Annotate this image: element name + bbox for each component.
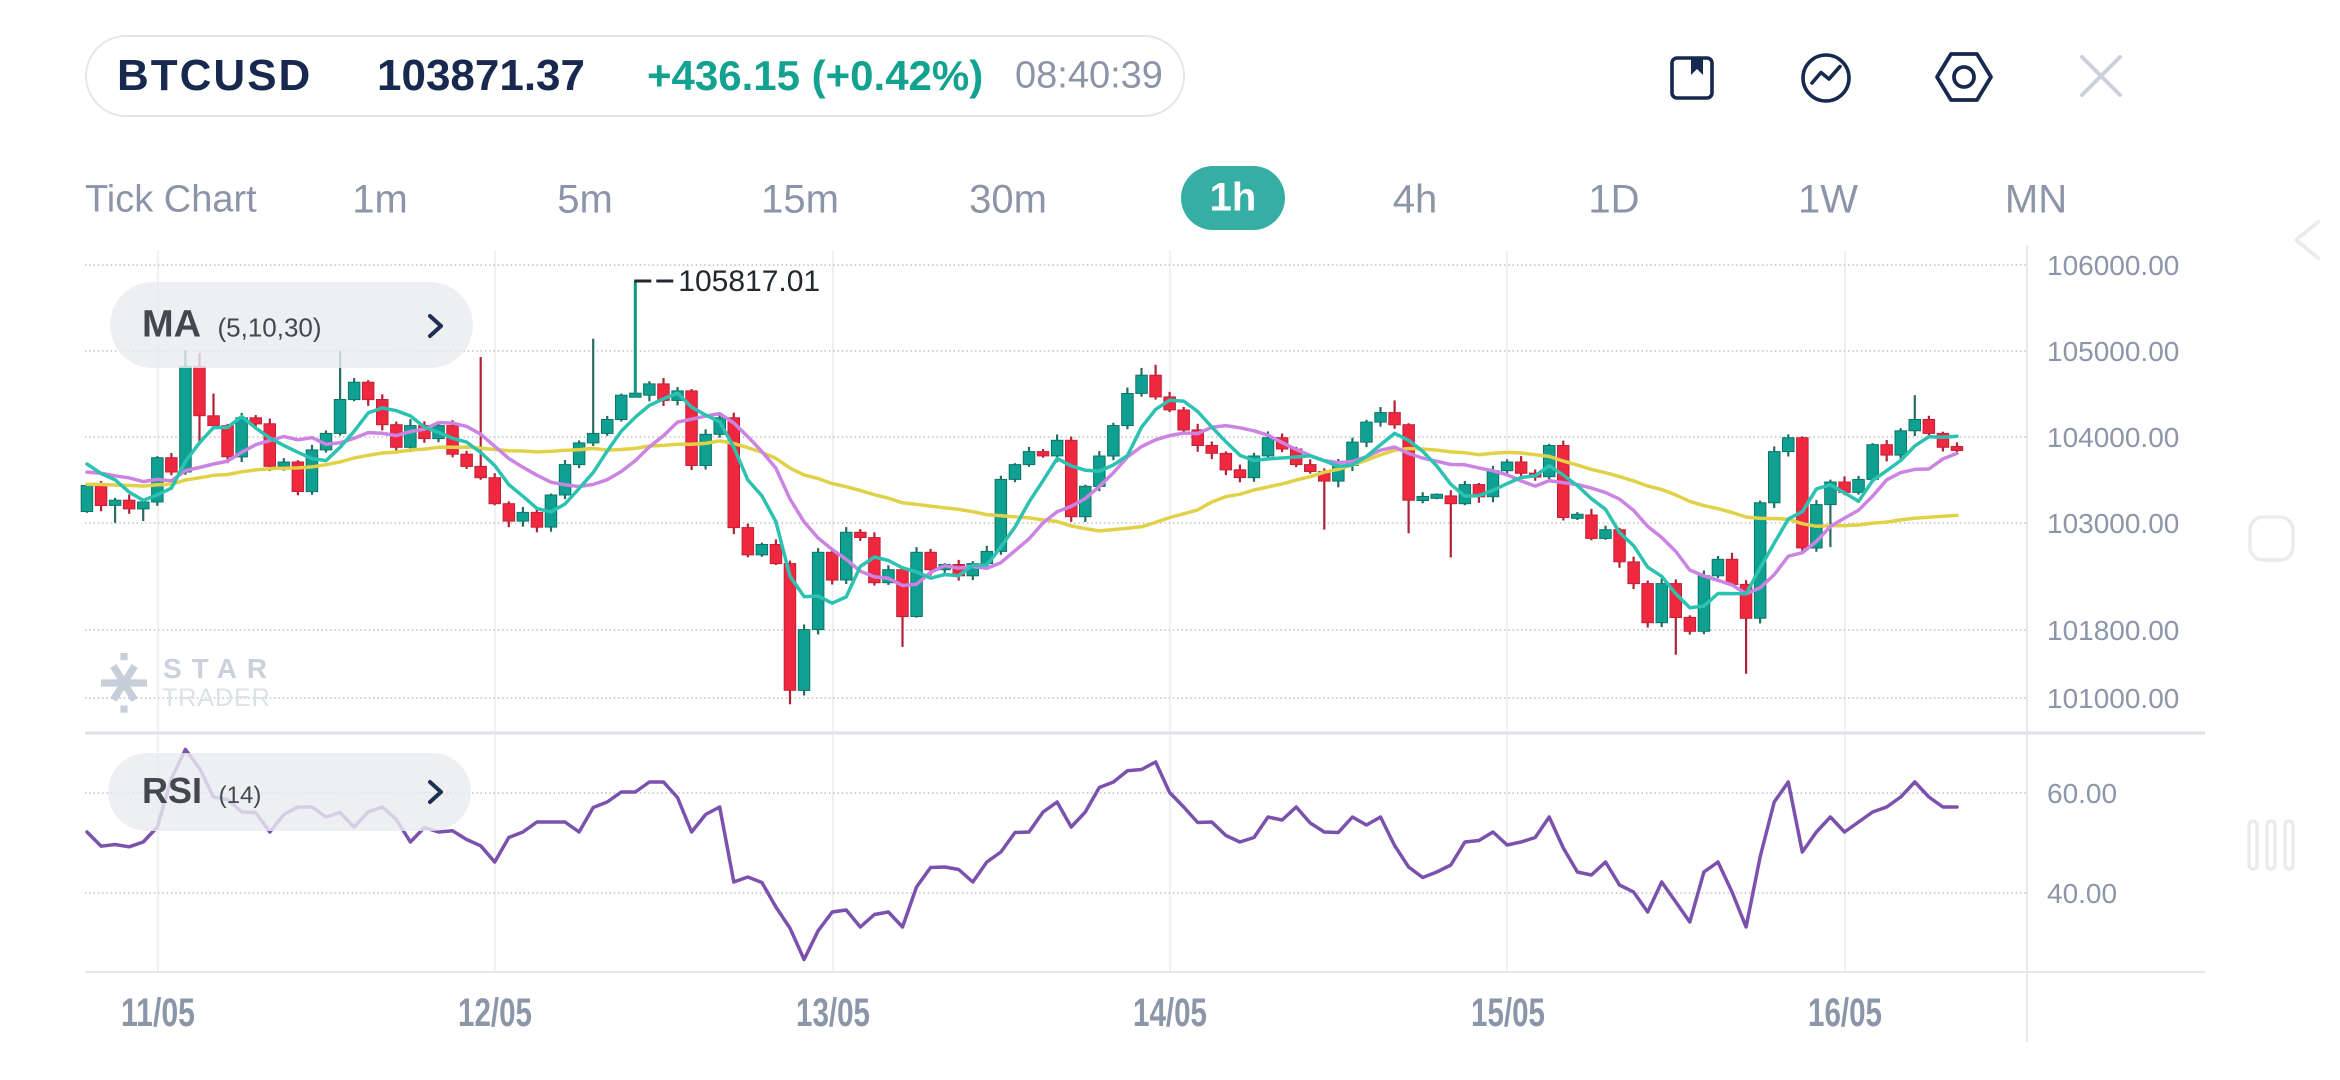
svg-text:105000.00: 105000.00 [2047, 336, 2179, 367]
svg-text:60.00: 60.00 [2047, 778, 2117, 809]
svg-text:16/05: 16/05 [1808, 991, 1882, 1035]
svg-text:15/05: 15/05 [1471, 991, 1545, 1035]
svg-text:11/05: 11/05 [121, 991, 195, 1035]
svg-text:101000.00: 101000.00 [2047, 683, 2179, 714]
svg-text:40.00: 40.00 [2047, 878, 2117, 909]
svg-text:13/05: 13/05 [796, 991, 870, 1035]
svg-text:101800.00: 101800.00 [2047, 615, 2179, 646]
svg-text:TRADER: TRADER [162, 684, 271, 712]
svg-text:104000.00: 104000.00 [2047, 422, 2179, 453]
svg-text:106000.00: 106000.00 [2047, 250, 2179, 281]
svg-text:STAR: STAR [163, 653, 277, 684]
svg-text:12/05: 12/05 [458, 991, 532, 1035]
svg-text:105817.01: 105817.01 [678, 265, 820, 298]
svg-text:14/05: 14/05 [1133, 991, 1207, 1035]
svg-text:103000.00: 103000.00 [2047, 508, 2179, 539]
